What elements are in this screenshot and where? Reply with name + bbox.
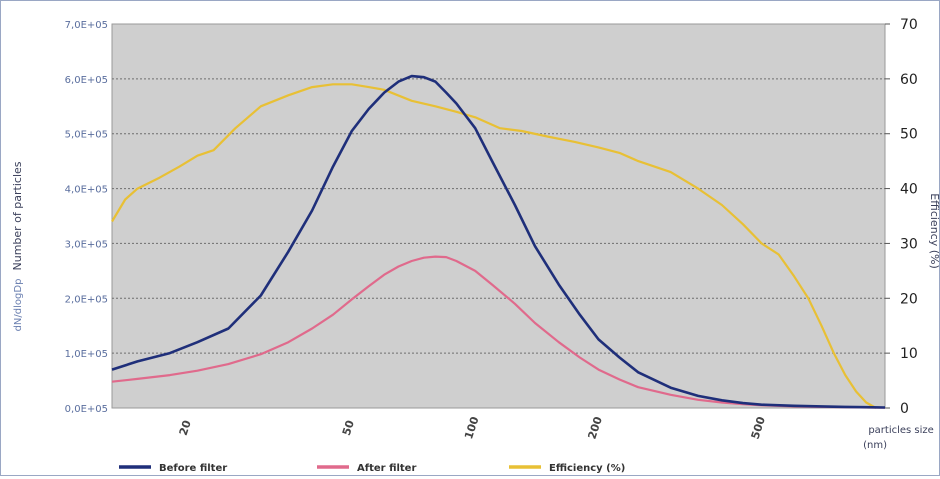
y2-tick-label-50: 50 <box>900 127 918 143</box>
x-axis-label: particles size (nm) <box>863 425 937 451</box>
x-axis-label-line-2: (nm) <box>863 440 887 451</box>
legend-label-after-filter: After filter <box>357 463 416 474</box>
y-tick-label-300000: 3,0E+05 <box>65 239 108 250</box>
y2-tick-label-40: 40 <box>900 182 918 198</box>
y2-tick-label-70: 70 <box>900 17 918 33</box>
x-tick-label-500: 500 <box>749 415 769 441</box>
y-tick-label-500000: 5,0E+05 <box>65 130 108 141</box>
series-lines <box>111 74 886 409</box>
legend-item-after-filter: After filter <box>317 463 416 474</box>
x-tick-label-50: 50 <box>340 418 357 437</box>
y2-tick-label-30: 30 <box>900 236 918 252</box>
y-tick-label-600000: 6,0E+05 <box>65 75 108 86</box>
y-tick-label-200000: 2,0E+05 <box>65 294 108 305</box>
y2-tick-label-20: 20 <box>900 291 918 307</box>
y2-axis-label: Efficiency (%) <box>928 193 939 269</box>
y2-tick-label-10: 10 <box>900 346 918 362</box>
series-line-efficiency <box>111 83 877 409</box>
plot-area <box>111 23 886 409</box>
legend: Before filter After filter Efficiency (%… <box>119 463 625 474</box>
y-tick-label-700000: 7,0E+05 <box>65 20 108 31</box>
y-axis-secondary-label: dN/dlogDp <box>13 279 24 332</box>
y2-axis-ticks: 0 10 20 30 40 50 60 70 <box>885 17 918 417</box>
legend-label-before-filter: Before filter <box>159 463 227 474</box>
legend-item-before-filter: Before filter <box>119 463 227 474</box>
y-tick-label-0: 0,0E+05 <box>65 404 108 415</box>
y2-tick-label-0: 0 <box>900 401 909 417</box>
x-axis-ticks: 20 50 100 200 500 <box>177 415 768 441</box>
x-tick-label-200: 200 <box>585 415 605 441</box>
x-tick-label-20: 20 <box>177 418 194 437</box>
y-axis-ticks: 0,0E+05 1,0E+05 2,0E+05 3,0E+05 4,0E+05 5,0E+… <box>65 20 108 415</box>
series-line-before-filter <box>111 74 886 409</box>
legend-item-efficiency: Efficiency (%) <box>509 463 625 474</box>
x-tick-label-100: 100 <box>462 415 482 441</box>
y2-tick-label-60: 60 <box>900 72 918 88</box>
legend-label-efficiency: Efficiency (%) <box>549 463 625 474</box>
y-tick-label-100000: 1,0E+05 <box>65 349 108 360</box>
x-axis-label-line-1: particles size <box>868 425 934 436</box>
gridlines <box>112 78 885 354</box>
y-axis-label: Number of particles <box>11 161 24 270</box>
y-tick-label-400000: 4,0E+05 <box>65 185 108 196</box>
